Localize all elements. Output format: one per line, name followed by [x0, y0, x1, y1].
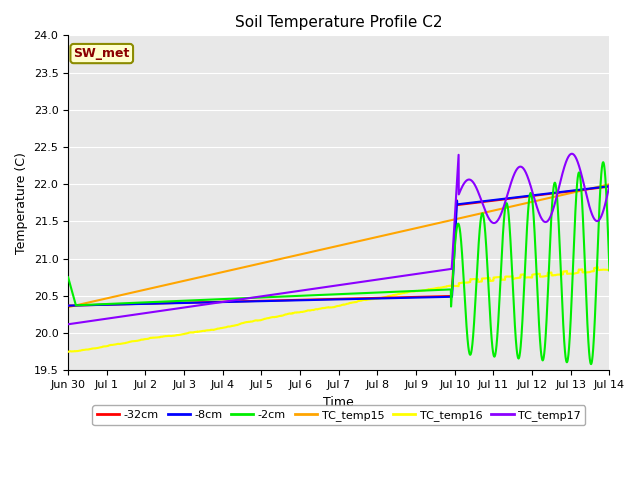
X-axis label: Time: Time	[323, 396, 354, 408]
Title: Soil Temperature Profile C2: Soil Temperature Profile C2	[235, 15, 442, 30]
Y-axis label: Temperature (C): Temperature (C)	[15, 152, 28, 254]
Legend: -32cm, -8cm, -2cm, TC_temp15, TC_temp16, TC_temp17: -32cm, -8cm, -2cm, TC_temp15, TC_temp16,…	[92, 406, 585, 425]
Text: SW_met: SW_met	[74, 47, 130, 60]
